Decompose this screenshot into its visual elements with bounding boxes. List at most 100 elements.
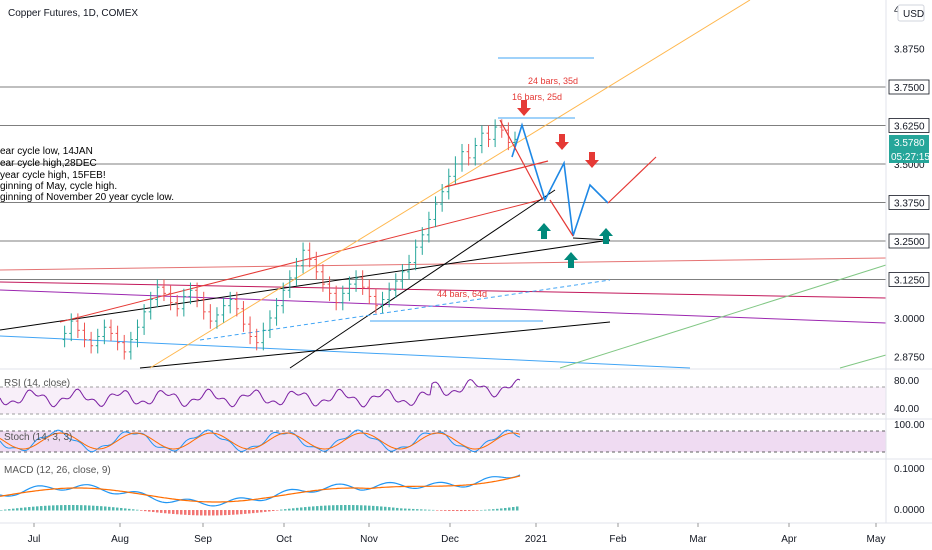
stoch-pane[interactable]: Stoch (14, 3, 3) xyxy=(0,429,886,453)
currency-button[interactable]: USD xyxy=(897,4,925,22)
macd-histogram-bar xyxy=(224,510,227,516)
annotation-line-5: ginning of November 20 year cycle low. xyxy=(0,192,174,203)
countdown-value: 05:27:15 xyxy=(891,152,930,163)
macd-histogram-bar xyxy=(432,509,435,511)
trendline xyxy=(59,199,541,323)
projection-line-red-1 xyxy=(499,119,544,201)
macd-histogram-bar xyxy=(404,508,407,511)
macd-histogram-bar xyxy=(332,505,335,511)
macd-histogram-bar xyxy=(508,507,511,511)
macd-histogram-bar xyxy=(4,509,7,511)
macd-histogram-bar xyxy=(192,510,195,516)
macd-histogram-bar xyxy=(228,510,231,515)
rsi-series-line xyxy=(0,378,521,408)
macd-histogram-bar xyxy=(428,509,431,511)
macd-histogram-bar xyxy=(16,508,19,511)
green-up-arrow xyxy=(564,252,578,268)
macd-histogram-bar xyxy=(396,507,399,511)
macd-histogram-bar xyxy=(116,507,119,511)
macd-histogram-bar xyxy=(476,510,479,511)
macd-histogram-bar xyxy=(160,510,163,513)
macd-histogram-bar xyxy=(368,505,371,511)
macd-histogram-bar xyxy=(328,505,331,511)
macd-histogram-bar xyxy=(464,510,467,512)
current-price-badge-bg xyxy=(889,135,929,149)
macd-histogram-bar xyxy=(408,508,411,511)
price-tick-box xyxy=(888,118,930,133)
macd-histogram-bar xyxy=(120,507,123,511)
macd-histogram-bar xyxy=(356,505,359,511)
macd-histogram-bar xyxy=(88,505,91,511)
macd-histogram-bar xyxy=(172,510,175,514)
annotation-notes: ear cycle low, 14JAN ear cycle high,28DE… xyxy=(0,146,174,203)
projection-line-red-2 xyxy=(549,199,574,237)
macd-histogram-bar xyxy=(12,508,15,511)
macd-histogram-bar xyxy=(504,507,507,511)
macd-histogram-bar xyxy=(304,507,307,511)
macd-histogram-bar xyxy=(480,509,483,511)
price-axis[interactable]: 4 3.87503.75003.62503.50003.37503.25003.… xyxy=(885,0,930,523)
green-up-arrow xyxy=(537,223,551,239)
macd-histogram-bar xyxy=(380,506,383,511)
macd-pane[interactable]: MACD (12, 26, close, 9) xyxy=(0,465,521,516)
macd-histogram-bar xyxy=(72,505,75,511)
chart-title: Copper Futures, 1D, COMEX xyxy=(8,8,138,19)
trendline xyxy=(0,281,887,299)
price-tick-label: 3.6250 xyxy=(894,122,925,133)
trendline xyxy=(0,335,691,369)
macd-histogram-bar xyxy=(316,506,319,511)
range-label-44-bars: 44 bars, 64d xyxy=(437,289,487,299)
macd-histogram-bar xyxy=(512,507,515,511)
macd-histogram-bar xyxy=(400,508,403,511)
trendline xyxy=(839,354,887,369)
rsi-pane[interactable]: RSI (14, close) xyxy=(0,378,886,415)
macd-histogram-bar xyxy=(296,507,299,511)
macd-histogram-bar xyxy=(412,508,415,511)
macd-histogram-bar xyxy=(300,507,303,511)
macd-histogram-bar xyxy=(260,510,263,513)
macd-histogram-bar xyxy=(424,509,427,511)
price-tick-box xyxy=(888,272,930,287)
time-tick-label: Feb xyxy=(609,534,627,545)
macd-histogram-bar xyxy=(392,507,395,511)
macd-histogram-bar xyxy=(220,510,223,516)
macd-histogram-bar xyxy=(64,505,67,511)
macd-histogram-bar xyxy=(388,507,391,511)
macd-histogram-bar xyxy=(340,505,343,511)
price-tick-label: 3.1250 xyxy=(894,276,925,287)
time-tick-label: Mar xyxy=(689,534,707,545)
projection-line-red-4 xyxy=(444,160,549,188)
price-tick-top: 4 xyxy=(894,5,900,16)
macd-histogram-bar xyxy=(372,505,375,511)
time-tick-label: Apr xyxy=(781,534,797,545)
current-price-value: 3.5780 xyxy=(894,138,925,149)
candlesticks xyxy=(62,119,517,360)
time-tick-label: Aug xyxy=(111,534,129,545)
macd-histogram-bar xyxy=(492,509,495,511)
trendline xyxy=(289,189,556,369)
time-axis[interactable]: Jul Aug Sep Oct Nov Dec 2021 Feb Mar Apr May xyxy=(28,523,886,545)
macd-histogram-bar xyxy=(248,510,251,514)
rsi-label: RSI (14, close) xyxy=(4,378,70,389)
macd-histogram-bar xyxy=(348,505,351,511)
macd-histogram-bar xyxy=(24,507,27,511)
macd-histogram-bar xyxy=(308,506,311,511)
macd-histogram-bar xyxy=(216,510,219,516)
red-down-arrow xyxy=(585,152,599,168)
macd-histogram-bar xyxy=(236,510,239,515)
red-down-arrow xyxy=(555,134,569,150)
macd-histogram-bar xyxy=(360,505,363,511)
macd-histogram-bar xyxy=(80,505,83,511)
macd-histogram-bar xyxy=(152,510,155,513)
macd-histogram-bar xyxy=(48,505,51,511)
macd-histogram-bar xyxy=(516,506,519,511)
annotation-line-1: ear cycle low, 14JAN xyxy=(0,146,93,157)
price-pane[interactable] xyxy=(0,0,887,369)
red-down-arrow xyxy=(517,100,531,116)
macd-histogram-bar xyxy=(276,510,279,511)
trendline xyxy=(149,0,751,369)
current-price-badge: 3.5780 05:27:15 xyxy=(889,135,930,163)
macd-histogram-bar xyxy=(128,508,131,511)
currency-button-frame[interactable] xyxy=(897,4,925,22)
